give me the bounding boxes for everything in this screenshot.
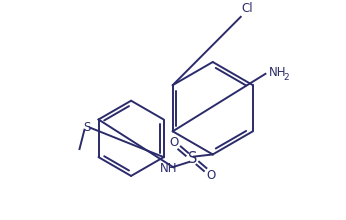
Text: NH: NH (160, 162, 177, 175)
Text: Cl: Cl (242, 2, 253, 15)
Text: O: O (207, 169, 216, 182)
Text: S: S (188, 151, 197, 166)
Text: O: O (169, 136, 178, 149)
Text: NH: NH (268, 66, 286, 79)
Text: S: S (83, 121, 91, 134)
Text: 2: 2 (283, 73, 289, 82)
